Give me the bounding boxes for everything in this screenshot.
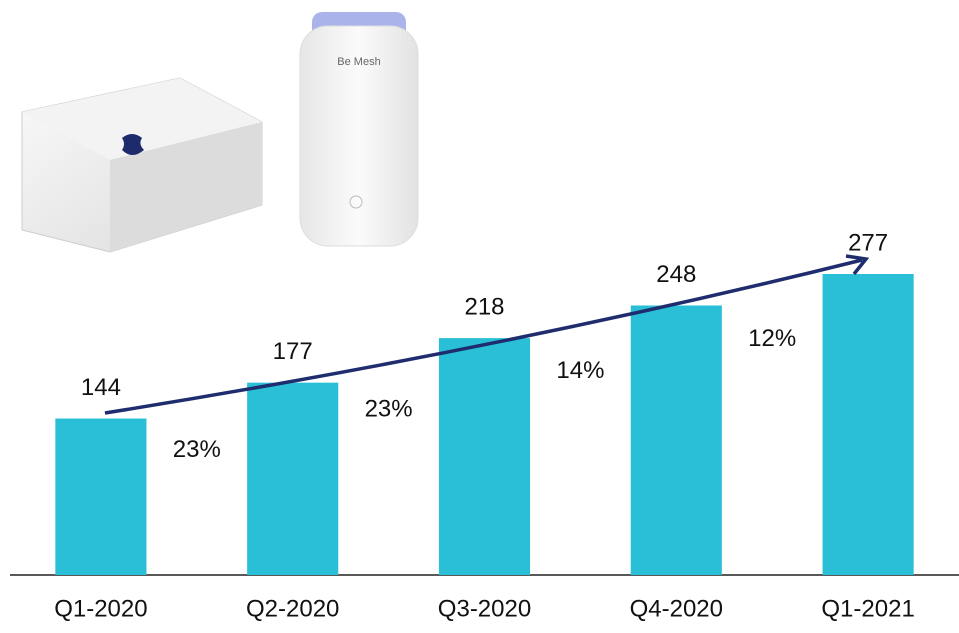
bar xyxy=(438,338,531,575)
value-label: 144 xyxy=(81,374,121,401)
value-label: 218 xyxy=(464,293,504,320)
x-tick-label: Q4-2020 xyxy=(630,595,723,622)
growth-label: 23% xyxy=(173,436,221,463)
x-tick-label: Q1-2021 xyxy=(821,595,914,622)
router-image xyxy=(21,77,263,253)
growth-label: 14% xyxy=(556,357,604,384)
value-label: 248 xyxy=(656,261,696,288)
bar xyxy=(630,305,722,575)
growth-label: 23% xyxy=(365,396,413,423)
growth-label: 12% xyxy=(748,325,796,352)
x-tick-label: Q3-2020 xyxy=(438,595,531,622)
value-label: 177 xyxy=(273,338,313,365)
x-tick-label: Q1-2020 xyxy=(54,595,147,622)
bar xyxy=(247,382,339,575)
arrow-head xyxy=(845,254,870,276)
mesh-image: Be Mesh xyxy=(299,12,419,247)
bar xyxy=(822,273,914,575)
bar xyxy=(55,418,147,575)
growth-arrow xyxy=(104,258,863,415)
value-label: 277 xyxy=(848,229,888,256)
device-label: Be Mesh xyxy=(337,56,380,68)
x-tick-label: Q2-2020 xyxy=(246,595,339,622)
